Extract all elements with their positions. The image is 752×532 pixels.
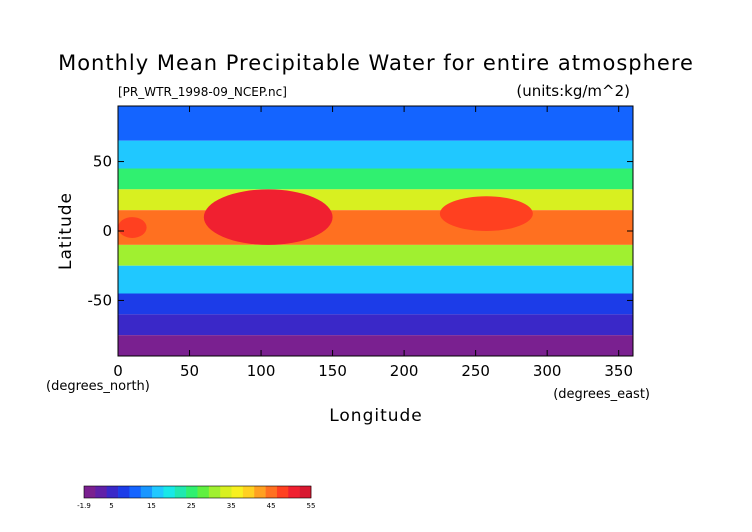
colorbar-swatch xyxy=(231,486,244,498)
colorbar-swatch xyxy=(106,486,119,498)
heatmap-band xyxy=(118,335,633,356)
colorbar-tick-label: 5 xyxy=(109,502,113,510)
colorbar-swatch xyxy=(129,486,142,498)
colorbar-swatch xyxy=(299,486,312,498)
heatmap-band xyxy=(118,314,633,336)
colorbar xyxy=(83,485,312,499)
heatmap-band xyxy=(118,106,633,141)
y-tick-label: 50 xyxy=(93,153,112,171)
heatmap-band xyxy=(118,244,633,266)
y-unit-label: (degrees_north) xyxy=(46,379,150,394)
x-unit-label: (degrees_east) xyxy=(553,387,650,402)
colorbar-swatch xyxy=(152,486,164,498)
heatmap-band xyxy=(118,265,633,294)
y-tick-label: -50 xyxy=(88,291,113,309)
x-tick-label: 0 xyxy=(113,362,123,380)
colorbar-tick-label: 45 xyxy=(267,502,276,510)
colorbar-swatch xyxy=(174,486,187,498)
heatmap-band xyxy=(118,168,633,190)
y-axis-title: Latitude xyxy=(56,192,76,270)
colorbar-labels: -1.9 5 15 25 35 45 55 xyxy=(77,502,315,510)
colorbar-tick-label: 35 xyxy=(227,502,236,510)
x-tick-label: 150 xyxy=(318,362,347,380)
units-label: (units:kg/m^2) xyxy=(516,82,630,100)
heatmap-band xyxy=(118,293,633,315)
colorbar-tick-label: 15 xyxy=(147,502,156,510)
heatmap-band xyxy=(118,189,633,211)
x-tick-label: 100 xyxy=(247,362,276,380)
x-tick-label: 350 xyxy=(604,362,633,380)
colorbar-swatch xyxy=(95,486,107,498)
colorbar-tick-label: 55 xyxy=(307,502,316,510)
y-tick-label: 0 xyxy=(102,222,112,240)
colorbar-swatch xyxy=(140,486,153,498)
colorbar-tick-label: -1.9 xyxy=(77,502,91,510)
colorbar-swatch xyxy=(265,486,278,498)
colorbar-swatch xyxy=(220,486,232,498)
source-file-label: [PR_WTR_1998-09_NCEP.nc] xyxy=(118,85,287,99)
x-tick-label: 300 xyxy=(533,362,562,380)
x-tick-label: 200 xyxy=(390,362,419,380)
colorbar-swatch xyxy=(186,486,198,498)
colorbar-swatch xyxy=(163,486,176,498)
plot-area xyxy=(118,106,633,356)
colorbar-swatch xyxy=(288,486,300,498)
heatmap-region xyxy=(118,217,147,238)
colorbar-frame xyxy=(83,485,312,499)
x-axis: 0 50 100 150 200 250 300 350 xyxy=(113,106,633,380)
colorbar-swatch xyxy=(208,486,221,498)
colorbar-swatch xyxy=(242,486,255,498)
colorbar-swatch xyxy=(276,486,289,498)
colorbar-swatch xyxy=(254,486,266,498)
colorbar-swatch xyxy=(118,486,130,498)
heatmap-band xyxy=(118,210,633,245)
colorbar-swatch xyxy=(197,486,210,498)
colorbar-swatch xyxy=(84,486,96,498)
x-tick-label: 250 xyxy=(461,362,490,380)
heatmap-region xyxy=(203,189,333,245)
y-axis: 50 0 -50 xyxy=(88,153,633,309)
heatmap-region xyxy=(439,196,533,231)
heatmap-band xyxy=(118,140,633,169)
colorbar-tick-label: 25 xyxy=(187,502,196,510)
x-tick-label: 50 xyxy=(180,362,199,380)
chart-title: Monthly Mean Precipitable Water for enti… xyxy=(58,51,694,75)
x-axis-title: Longitude xyxy=(329,406,423,426)
